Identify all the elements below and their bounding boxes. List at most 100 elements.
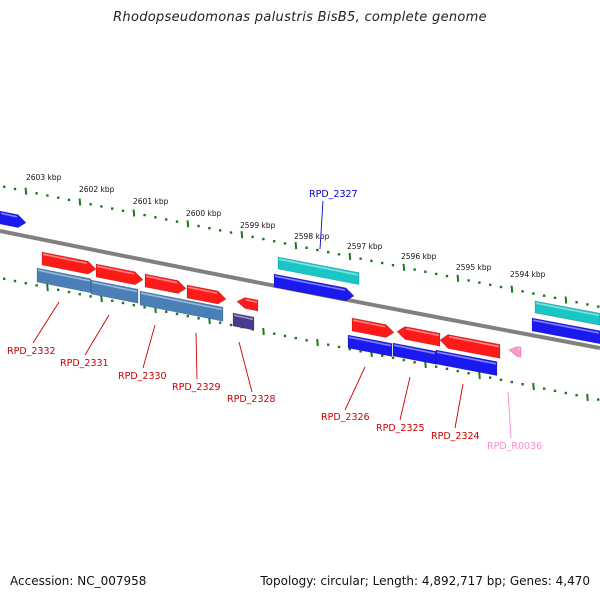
- inner-track-minor-tick: [89, 295, 92, 298]
- outer-track-minor-tick: [57, 196, 60, 199]
- inner-track-minor-tick: [132, 303, 135, 307]
- gene-block-edge-blue: [531, 317, 600, 345]
- inner-track-minor-tick: [24, 282, 27, 285]
- gene-block-blue-c-highlight: [436, 351, 497, 365]
- gene-block-rpd-2324-highlight: [448, 335, 500, 348]
- gene-block-rpd-2330-highlight: [145, 275, 178, 284]
- gene-block-rpd-2327-blue: [273, 273, 355, 302]
- gene-block-blue-a: [347, 334, 393, 357]
- gene-block-edge-left: [0, 210, 27, 228]
- gene-label-rpd-2324: RPD_2324: [431, 431, 480, 442]
- inner-track-minor-tick: [197, 317, 200, 320]
- outer-track-minor-tick: [435, 272, 438, 276]
- inner-track-minor-tick: [305, 339, 308, 342]
- inner-track-minor-tick: [186, 314, 189, 318]
- outer-track-major-tick: [348, 252, 352, 261]
- outer-track-minor-tick: [3, 185, 6, 189]
- outer-track-minor-tick: [305, 246, 308, 249]
- outer-track-major-tick: [78, 198, 82, 206]
- inner-track-minor-tick: [273, 332, 276, 335]
- gene-block-blue-b: [392, 342, 437, 365]
- gene-block-rpd-2331: [95, 263, 144, 286]
- inner-track-major-tick: [316, 338, 319, 347]
- topology-text: Topology: circular; Length: 4,892,717 bp…: [260, 574, 590, 588]
- kbp-label: 2597 kbp: [347, 242, 383, 251]
- label-leaders: [32, 200, 512, 439]
- gene-block-rpd-r0036-highlight: [517, 347, 521, 351]
- outer-track-major-tick: [294, 242, 298, 250]
- inner-track-minor-tick: [13, 279, 17, 283]
- inner-track-minor-tick: [327, 343, 330, 346]
- gene-block-rpd-2332: [41, 251, 97, 275]
- outer-track-minor-tick: [532, 292, 535, 295]
- outer-track-minor-tick: [424, 270, 427, 273]
- outer-track-minor-tick: [154, 216, 157, 219]
- outer-track-minor-tick: [35, 192, 38, 195]
- outer-track-minor-tick: [478, 281, 481, 284]
- outer-track-minor-tick: [327, 250, 330, 254]
- gene-block-steelblue-c: [139, 290, 224, 322]
- inner-track-minor-tick: [78, 292, 81, 296]
- gene-label-rpd-2329: RPD_2329: [172, 382, 221, 393]
- outer-track-minor-tick: [521, 290, 524, 293]
- gene-block-rpd-r0036: [508, 346, 522, 358]
- outer-track-major-tick: [132, 209, 136, 217]
- gene-block-edge-cyan: [534, 300, 600, 326]
- outer-track-minor-tick: [165, 218, 168, 221]
- gene-block-rpd-2326-highlight: [352, 319, 386, 328]
- leader-line: [454, 383, 464, 429]
- gene-label-rpd-2328: RPD_2328: [227, 394, 276, 405]
- inner-track-minor-tick: [489, 376, 492, 379]
- outer-track-minor-tick: [413, 268, 416, 271]
- inner-track-major-tick: [532, 382, 535, 391]
- outer-track-minor-tick: [489, 283, 492, 287]
- gene-block-rpd-2329-highlight: [187, 286, 218, 295]
- gene-block-edge-cyan-highlight: [535, 302, 600, 317]
- outer-track-major-tick: [402, 263, 406, 271]
- gene-label-rpd-2326: RPD_2326: [321, 412, 370, 423]
- outer-track-minor-tick: [553, 296, 557, 300]
- gene-block-rpd-2328: [236, 297, 259, 312]
- inner-track-minor-tick: [499, 378, 503, 382]
- outer-track-minor-tick: [208, 226, 211, 230]
- inner-track-minor-tick: [510, 380, 513, 384]
- inner-track-minor-tick: [402, 358, 405, 362]
- inner-track-minor-tick: [35, 284, 38, 287]
- inner-track-major-tick: [262, 327, 265, 336]
- gene-block-steelblue-c-highlight: [140, 292, 223, 311]
- inner-track-major-tick: [100, 294, 103, 303]
- kbp-label: 2598 kbp: [294, 232, 330, 241]
- gene-block-steelblue-a-highlight: [37, 269, 91, 282]
- inner-track-minor-tick: [337, 345, 341, 349]
- inner-track-minor-tick: [467, 372, 470, 375]
- inner-track-minor-tick: [564, 391, 567, 395]
- outer-track-minor-tick: [391, 264, 395, 267]
- leader-line: [32, 301, 60, 344]
- outer-track-minor-tick: [316, 248, 319, 252]
- outer-track-minor-tick: [467, 279, 470, 282]
- gene-label-rpd-2330: RPD_2330: [118, 371, 167, 382]
- kbp-label: 2603 kbp: [26, 173, 62, 182]
- outer-track-major-tick: [186, 220, 190, 228]
- outer-track-major-tick: [24, 187, 28, 195]
- outer-track-minor-tick: [597, 305, 600, 308]
- gene-block-edge-blue-highlight: [532, 319, 600, 334]
- gene-block-blue-c: [435, 349, 498, 376]
- outer-track-minor-tick: [359, 257, 362, 260]
- gene-block-rpd-2327-blue-highlight: [274, 275, 346, 291]
- outer-track-minor-tick: [89, 203, 92, 206]
- outer-track-minor-tick: [499, 285, 503, 289]
- leader-line: [344, 366, 366, 411]
- kbp-label: 2602 kbp: [79, 185, 115, 194]
- gene-labels: RPD_2332 RPD_2331 RPD_2330 RPD_2329 RPD_2328…: [7, 189, 542, 452]
- inner-track-minor-tick: [521, 383, 524, 386]
- inner-track-minor-tick: [359, 350, 362, 353]
- gene-block-edge-left-highlight: [0, 212, 18, 218]
- inner-track-minor-tick: [445, 367, 449, 371]
- outer-track-minor-tick: [370, 259, 373, 263]
- gene-block-rpd-2325-highlight: [405, 327, 440, 337]
- gene-label-rpd-r0036: RPD_R0036: [487, 441, 542, 452]
- inner-track-minor-tick: [165, 310, 168, 313]
- inner-track-minor-tick: [121, 301, 125, 305]
